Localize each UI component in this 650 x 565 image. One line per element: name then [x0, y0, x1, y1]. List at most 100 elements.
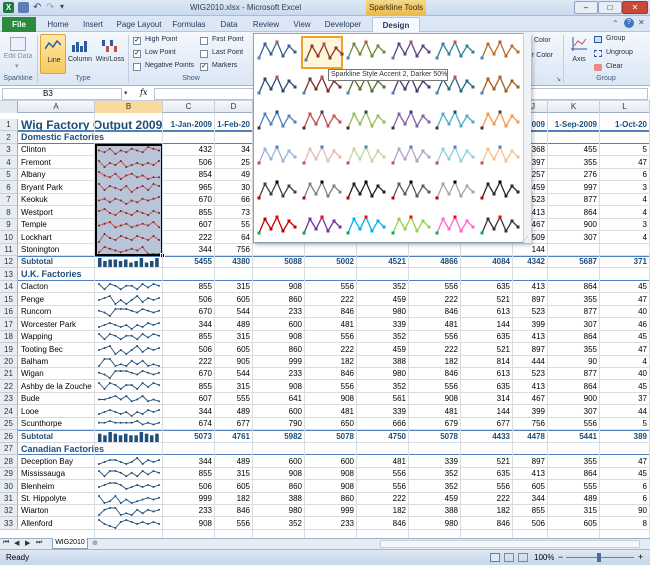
row-header[interactable]: 16: [0, 306, 18, 318]
value-cell-k[interactable]: 307: [583, 320, 597, 329]
value-cell-l[interactable]: 389: [633, 432, 647, 441]
value-cell-c[interactable]: 432: [198, 145, 212, 154]
sparkline-style-option[interactable]: [256, 176, 299, 209]
value-cell-h[interactable]: 481: [444, 407, 458, 416]
column-header-b[interactable]: B: [95, 101, 163, 113]
value-cell-f[interactable]: 846: [340, 369, 354, 378]
sheet-tab-wig2010[interactable]: WIG2010: [52, 538, 88, 549]
value-cell-h[interactable]: 388: [444, 506, 458, 515]
value-cell-f[interactable]: 481: [340, 407, 354, 416]
value-cell-d[interactable]: 73: [241, 208, 250, 217]
sparkline-style-option[interactable]: [301, 211, 344, 244]
value-cell-l[interactable]: 44: [638, 407, 647, 416]
value-cell-g[interactable]: 4750: [388, 432, 406, 441]
value-cell-e[interactable]: 233: [288, 369, 302, 378]
value-cell-e[interactable]: 388: [288, 494, 302, 503]
value-cell-k[interactable]: 997: [583, 183, 597, 192]
zoom-in-button[interactable]: +: [638, 552, 644, 562]
value-cell-c[interactable]: 965: [198, 183, 212, 192]
sparkline-cell[interactable]: [96, 380, 162, 393]
value-cell-g[interactable]: 980: [392, 369, 406, 378]
sparkline-cell[interactable]: [96, 256, 162, 268]
tab-review[interactable]: Review: [252, 20, 280, 29]
value-cell-c[interactable]: 607: [198, 394, 212, 403]
value-cell-d[interactable]: 315: [236, 382, 250, 391]
value-cell-e[interactable]: 908: [288, 382, 302, 391]
value-cell-k[interactable]: [548, 244, 600, 256]
value-cell-d[interactable]: 489: [236, 320, 250, 329]
winloss-type-button[interactable]: Win/Loss: [94, 34, 126, 74]
sparkline-style-option[interactable]: [390, 106, 433, 139]
value-cell-l[interactable]: 5: [642, 145, 647, 154]
close-button[interactable]: ✕: [622, 1, 648, 14]
value-cell-j[interactable]: 144: [531, 245, 545, 254]
value-cell-g[interactable]: 561: [392, 394, 406, 403]
first-sheet-icon[interactable]: ⏮: [3, 539, 10, 546]
value-cell-c[interactable]: 855: [198, 382, 212, 391]
column-header-d[interactable]: D: [215, 101, 253, 113]
sparkline-style-option[interactable]: [256, 106, 299, 139]
sparkline-style-option[interactable]: [434, 36, 477, 69]
column-header-j[interactable]: J: [531, 101, 548, 113]
sparkline-style-option[interactable]: [434, 141, 477, 174]
sparkline-style-option[interactable]: [479, 211, 522, 244]
value-cell-l[interactable]: 3: [642, 183, 647, 192]
value-cell-h[interactable]: 556: [444, 382, 458, 391]
value-cell-g[interactable]: 459: [392, 345, 406, 354]
value-cell-c[interactable]: 506: [198, 295, 212, 304]
value-cell-i[interactable]: 635: [496, 282, 510, 291]
value-cell-j[interactable]: 467: [531, 394, 545, 403]
value-cell-c[interactable]: 5455: [194, 257, 212, 266]
value-cell-i[interactable]: 635: [496, 332, 510, 341]
row-header[interactable]: 21: [0, 368, 18, 380]
markers-checkbox[interactable]: ✓: [200, 63, 208, 71]
sparkline-cell[interactable]: [96, 405, 162, 418]
sparkline-cell[interactable]: [96, 306, 162, 318]
value-cell-e[interactable]: 908: [288, 282, 302, 291]
value-cell-c[interactable]: 222: [198, 357, 212, 366]
value-cell-d[interactable]: 64: [241, 233, 250, 242]
sparkline-style-option[interactable]: [434, 176, 477, 209]
insert-sheet-icon[interactable]: ⊕: [92, 540, 98, 547]
axis-button[interactable]: Axis: [568, 34, 590, 74]
value-cell-e[interactable]: 790: [288, 419, 302, 428]
value-cell-k[interactable]: 276: [583, 170, 597, 179]
value-cell-g[interactable]: 352: [392, 382, 406, 391]
value-cell-g[interactable]: 339: [392, 407, 406, 416]
value-cell-c[interactable]: 506: [198, 158, 212, 167]
value-cell-l[interactable]: 5: [642, 419, 647, 428]
value-cell-k[interactable]: 877: [583, 195, 597, 204]
sparkline-style-option[interactable]: [390, 176, 433, 209]
next-sheet-icon[interactable]: ▶: [25, 540, 31, 547]
sparkline-style-option[interactable]: [345, 106, 388, 139]
value-cell-l[interactable]: 6: [642, 170, 647, 179]
sparkline-cell[interactable]: [96, 468, 162, 480]
value-cell-d[interactable]: 605: [236, 295, 250, 304]
row-header[interactable]: 2: [0, 131, 18, 144]
row-header[interactable]: 30: [0, 480, 18, 493]
value-cell-k[interactable]: 355: [583, 345, 597, 354]
row-header[interactable]: 6: [0, 181, 18, 194]
sparkline-cell[interactable]: [96, 505, 162, 517]
row-header[interactable]: 8: [0, 206, 18, 219]
value-cell-l[interactable]: 45: [638, 469, 647, 478]
value-cell-j[interactable]: 413: [531, 282, 545, 291]
value-cell-j[interactable]: 897: [531, 345, 545, 354]
value-cell-k[interactable]: 355: [583, 457, 597, 466]
value-cell-j[interactable]: 413: [531, 382, 545, 391]
value-cell-h[interactable]: 352: [444, 482, 458, 491]
tab-insert[interactable]: Insert: [82, 20, 103, 29]
row-header[interactable]: 4: [0, 156, 18, 169]
last-sheet-icon[interactable]: ⏭: [36, 539, 43, 546]
column-header-l[interactable]: L: [600, 101, 650, 113]
value-cell-c[interactable]: 5073: [194, 432, 212, 441]
row-header[interactable]: 22: [0, 380, 18, 393]
sparkline-style-option[interactable]: [301, 141, 344, 174]
value-cell-j[interactable]: 413: [531, 469, 545, 478]
value-cell-e[interactable]: 233: [288, 307, 302, 316]
sparkline-cell[interactable]: [96, 169, 162, 181]
value-cell-f[interactable]: 233: [340, 519, 354, 528]
value-cell-d[interactable]: 4761: [232, 432, 250, 441]
value-cell-g[interactable]: 352: [392, 332, 406, 341]
value-cell-f[interactable]: 5078: [336, 432, 354, 441]
